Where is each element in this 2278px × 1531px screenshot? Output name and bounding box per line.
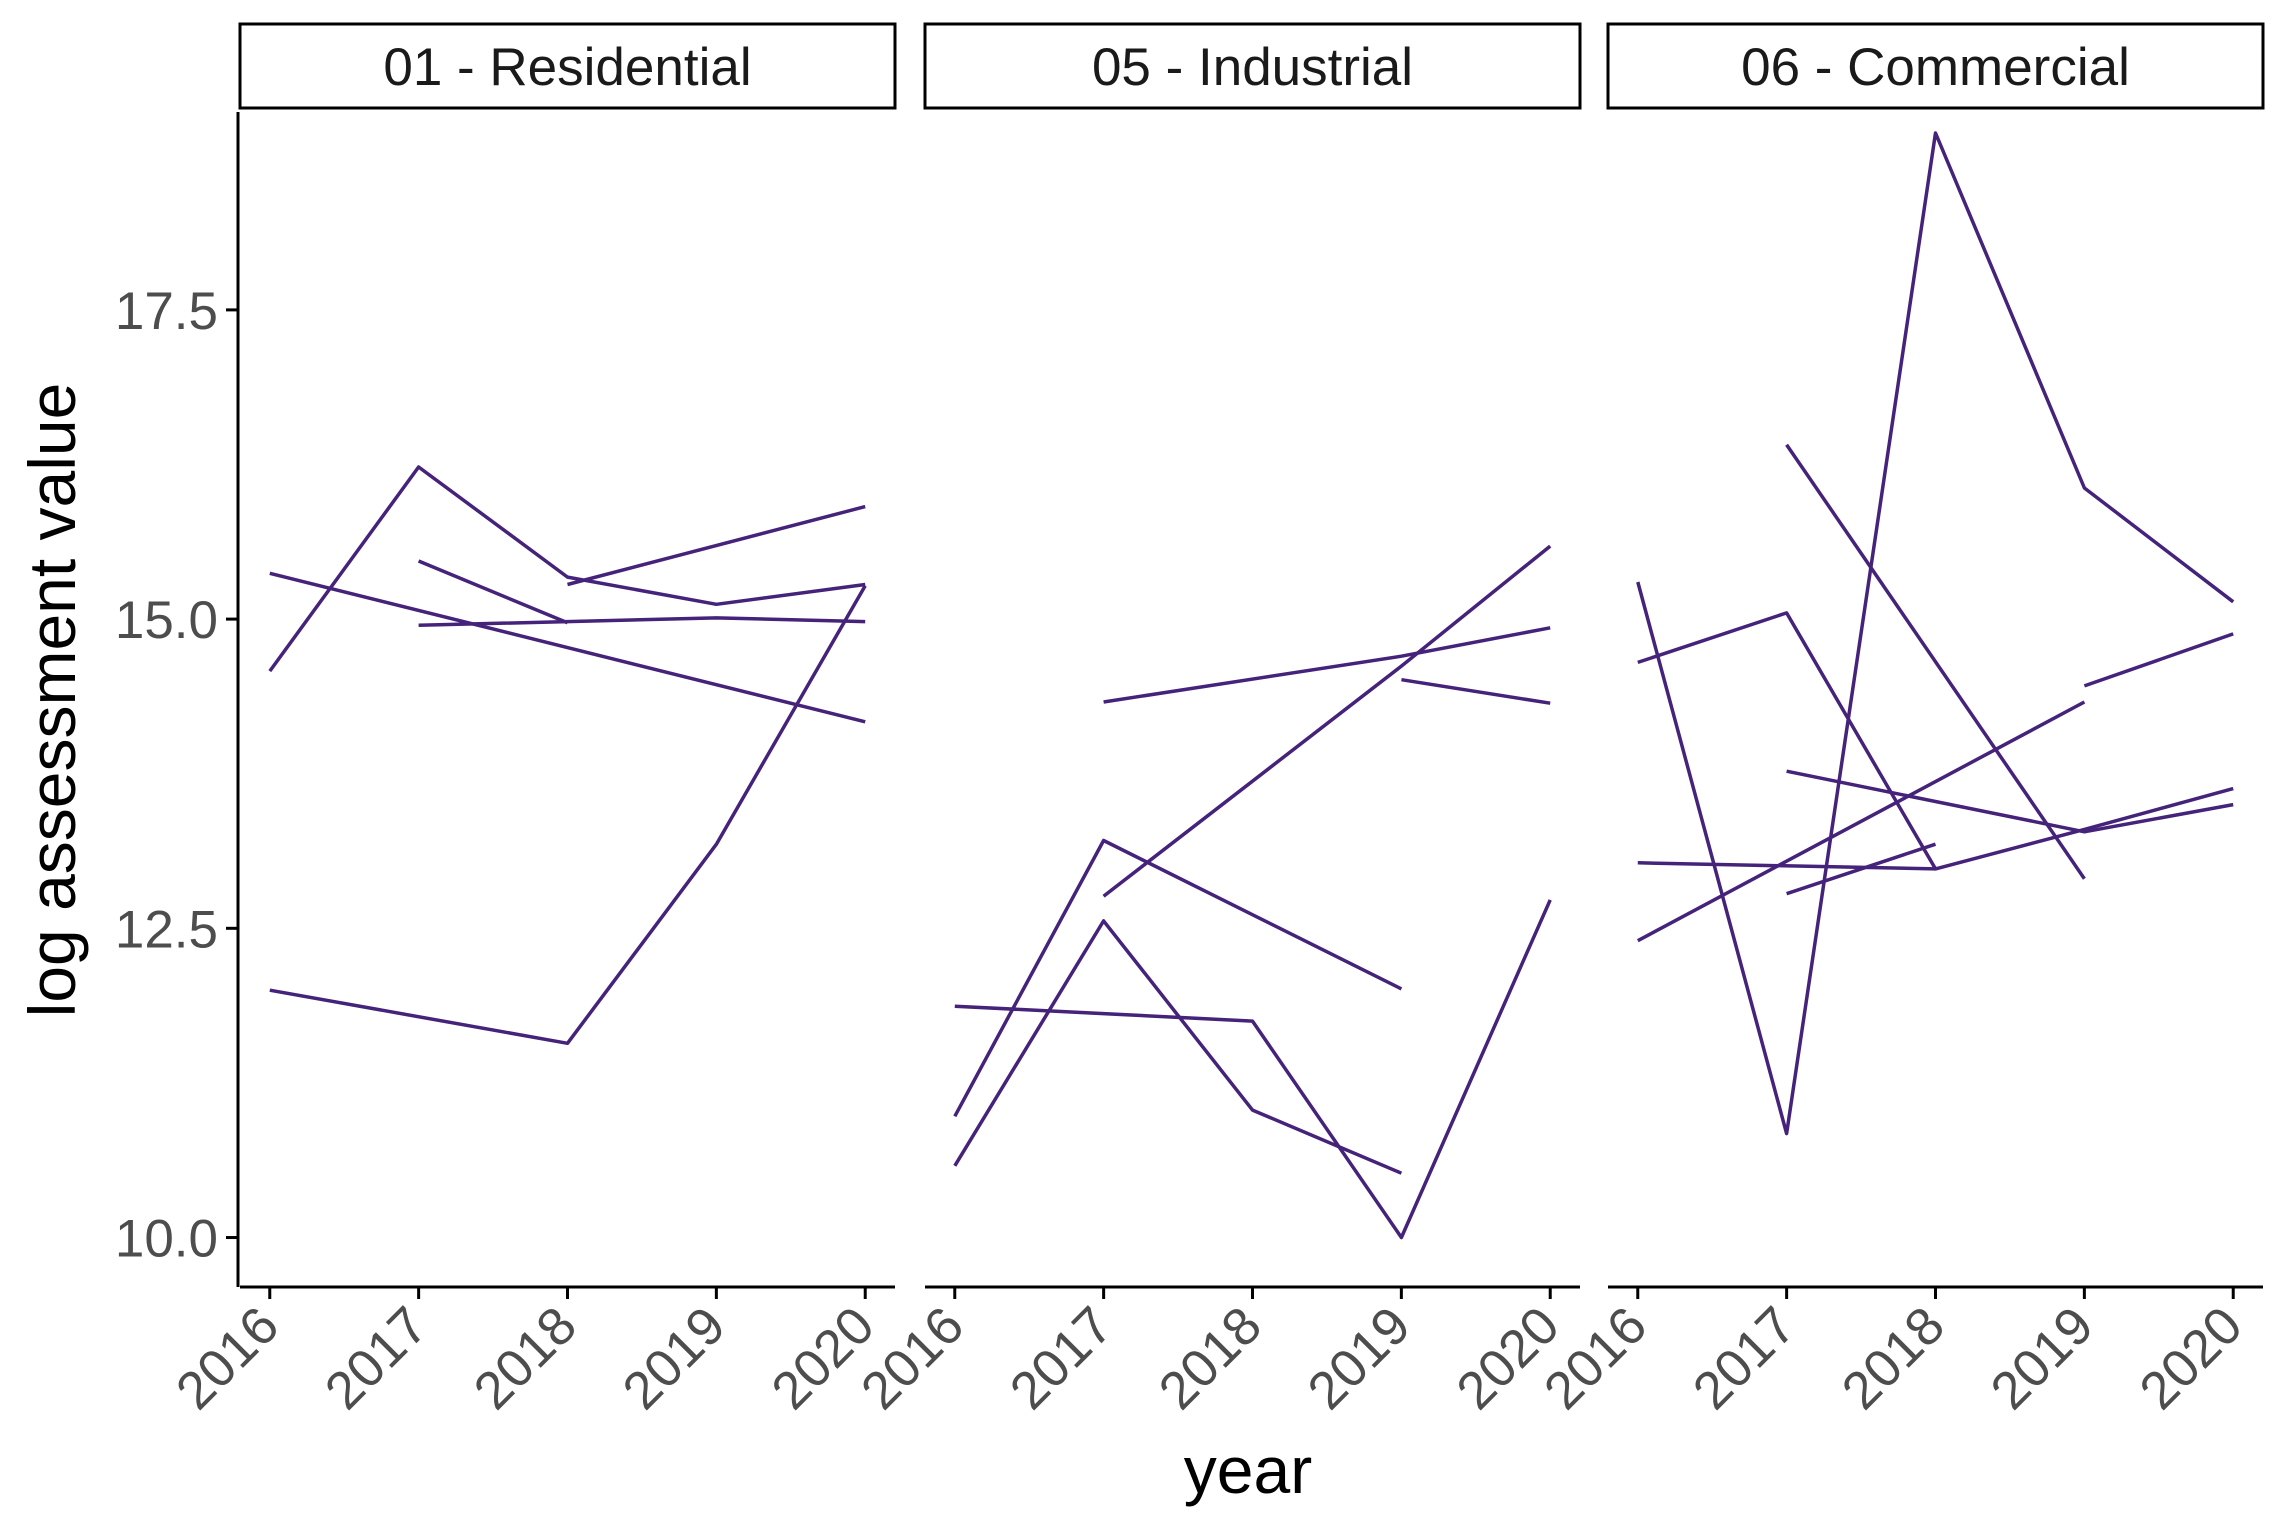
- facet-strip-title: 06 - Commercial: [1741, 38, 2130, 97]
- y-tick-label: 12.5: [115, 900, 218, 959]
- x-tick-label: 2018: [1148, 1296, 1273, 1421]
- facet-strip: [1606, 22, 2265, 110]
- series-line: [954, 899, 1552, 1240]
- series-line: [1636, 700, 2086, 943]
- x-tick-label: 2016: [1533, 1296, 1658, 1421]
- y-tick-label: 15.0: [115, 591, 218, 650]
- facet-strip-title: 01 - Residential: [383, 38, 751, 97]
- x-tick-label: 2019: [1297, 1296, 1422, 1421]
- panel-3: 06 - Commercial 2016 2017 2018 2019 2020: [1533, 22, 2265, 1421]
- x-tick-label: 2020: [761, 1296, 886, 1421]
- series-line: [1637, 861, 1936, 871]
- facet-strip: [923, 22, 1582, 110]
- series-line: [268, 465, 866, 673]
- series-line: [1636, 131, 2235, 1136]
- x-axis-title: year: [1184, 1433, 1312, 1507]
- y-tick-label: 17.5: [115, 282, 218, 341]
- x-tick-label: 2017: [1682, 1296, 1807, 1421]
- series-line: [1102, 544, 1552, 898]
- x-tick-label: 2017: [999, 1296, 1124, 1421]
- series-line: [1785, 443, 2086, 880]
- series-line: [1103, 626, 1551, 704]
- x-tick-label: 2016: [165, 1296, 290, 1421]
- y-tick-label: 10.0: [115, 1210, 218, 1269]
- panel-1: 01 - Residential 2016 2017 2018 2019 2020: [165, 22, 897, 1421]
- y-axis-title: log assessment value: [15, 383, 89, 1018]
- facet-strip-title: 05 - Industrial: [1092, 38, 1413, 97]
- series-line: [1637, 611, 2234, 871]
- x-tick-label: 2018: [1831, 1296, 1956, 1421]
- x-tick-label: 2019: [612, 1296, 737, 1421]
- series-line: [269, 584, 867, 1046]
- series-line: [269, 571, 866, 724]
- x-tick-label: 2020: [2129, 1296, 2254, 1421]
- facet-strip: [238, 22, 897, 110]
- x-tick-label: 2020: [1446, 1296, 1571, 1421]
- series-line: [953, 838, 1403, 1118]
- x-tick-label: 2017: [314, 1296, 439, 1421]
- series-line: [567, 504, 866, 587]
- series-line: [417, 559, 569, 625]
- series-line: [1401, 677, 1551, 705]
- x-tick-label: 2016: [850, 1296, 975, 1421]
- series-line: [418, 616, 866, 628]
- y-axis: 10.0 12.5 15.0 17.5: [115, 112, 240, 1287]
- x-tick-label: 2018: [463, 1296, 588, 1421]
- panel-2: 05 - Industrial 2016 2017 2018 2019 2020: [850, 22, 1582, 1421]
- series-line: [1786, 769, 2234, 834]
- x-tick-label: 2019: [1980, 1296, 2105, 1421]
- series-line: [953, 919, 1403, 1175]
- series-line: [2083, 632, 2234, 688]
- series-line: [1786, 842, 1937, 896]
